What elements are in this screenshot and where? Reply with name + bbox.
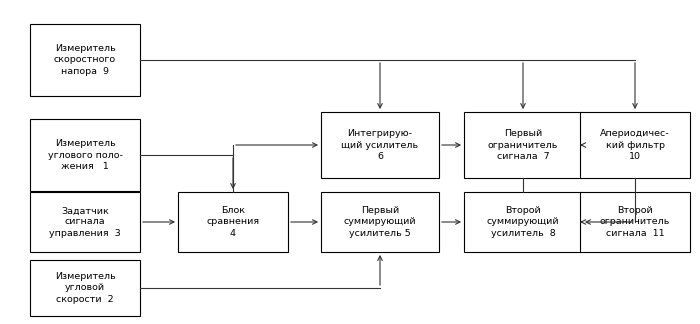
Text: Задатчик
сигнала
управления  3: Задатчик сигнала управления 3 <box>49 206 121 237</box>
Bar <box>30 119 140 191</box>
Bar <box>580 112 690 178</box>
Text: Блок
сравнения
4: Блок сравнения 4 <box>206 206 260 237</box>
Text: Второй
ограничитель
сигнала  11: Второй ограничитель сигнала 11 <box>600 206 670 237</box>
Text: Второй
суммирующий
усилитель  8: Второй суммирующий усилитель 8 <box>486 206 559 237</box>
Text: Первый
суммирующий
усилитель 5: Первый суммирующий усилитель 5 <box>344 206 416 237</box>
Bar <box>464 112 582 178</box>
Text: Измеритель
углового поло-
жения   1: Измеритель углового поло- жения 1 <box>48 139 122 171</box>
Bar <box>30 24 140 96</box>
Bar <box>580 192 690 252</box>
Bar <box>321 112 439 178</box>
Text: Апериодичес-
кий фильтр
10: Апериодичес- кий фильтр 10 <box>600 129 670 161</box>
Bar <box>321 192 439 252</box>
Bar <box>30 192 140 252</box>
Text: Первый
ограничитель
сигнала  7: Первый ограничитель сигнала 7 <box>488 129 558 161</box>
Text: Измеритель
скоростного
напора  9: Измеритель скоростного напора 9 <box>54 44 116 75</box>
Bar <box>178 192 288 252</box>
Text: Интегрирую-
щий усилитель
6: Интегрирую- щий усилитель 6 <box>342 129 419 161</box>
Bar <box>30 260 140 316</box>
Bar <box>464 192 582 252</box>
Text: Измеритель
угловой
скорости  2: Измеритель угловой скорости 2 <box>55 272 116 304</box>
